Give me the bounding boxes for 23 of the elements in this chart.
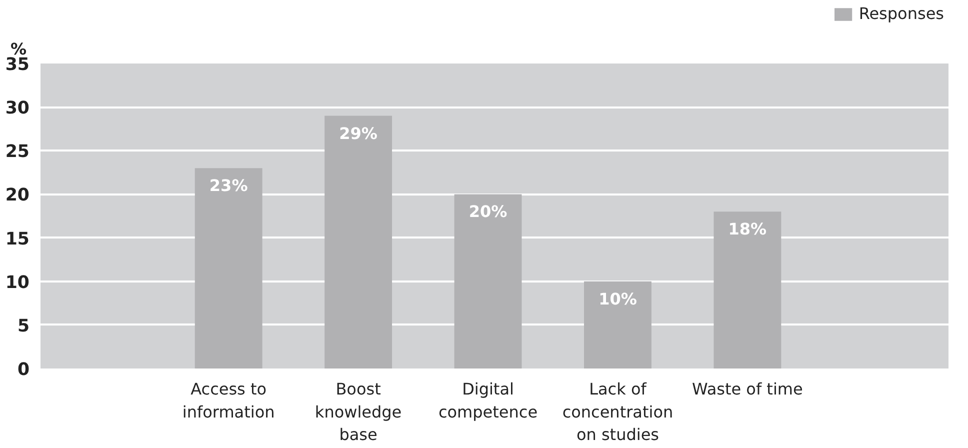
x-tick-label: Digital competence [438,380,538,422]
legend-label: Responses [858,4,944,23]
y-tick-label: 5 [17,316,30,336]
data-label: 10% [598,289,637,308]
data-label: 23% [209,176,248,196]
bar [324,116,392,368]
data-label: 18% [728,220,767,239]
bar [584,281,652,368]
bar [454,194,522,368]
y-tick-label: 10 [5,272,30,293]
y-tick-label: 25 [5,142,30,162]
x-tick-label: Waste of time [692,380,803,398]
y-tick-label: 15 [5,229,30,250]
y-tick-label: 20 [5,186,30,206]
x-tick-label: Lack of concentration on studies [562,380,674,444]
x-tick-label: Boost knowledge base [314,380,402,444]
data-label: 29% [339,124,378,143]
bar [194,168,262,368]
y-tick-label: 0 [17,360,30,380]
y-tick-label: 30 [5,98,30,119]
x-tick-label: Access to information [182,380,275,422]
data-label: 20% [468,202,508,222]
bar [714,212,782,368]
